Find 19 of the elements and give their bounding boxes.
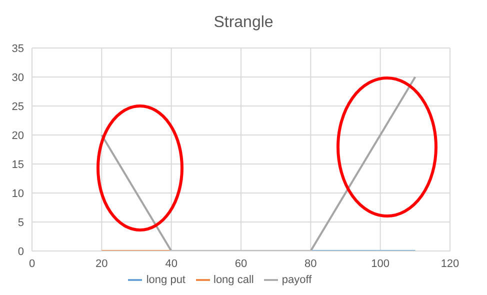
y-tick-label: 20 [12,130,24,142]
x-tick-label: 100 [371,258,390,270]
y-tick-label: 35 [12,42,24,55]
y-tick-label: 0 [18,246,24,258]
x-tick-label: 0 [28,258,36,270]
y-tick-label: 10 [12,188,24,200]
x-tick-label: 80 [304,258,317,270]
x-tick-label: 60 [234,258,248,270]
x-tick-label: 20 [96,258,108,270]
x-tick-label: 40 [165,258,178,270]
legend-label: long call [214,274,254,286]
y-tick-label: 15 [12,158,24,171]
chart-title: Strangle [212,14,274,32]
y-tick-label: 25 [12,100,24,113]
y-tick-label: 30 [12,72,24,84]
legend-label: long put [146,274,186,286]
x-tick-label: 120 [440,258,460,270]
legend-label: payoff [282,274,312,286]
y-tick-label: 5 [18,216,24,229]
